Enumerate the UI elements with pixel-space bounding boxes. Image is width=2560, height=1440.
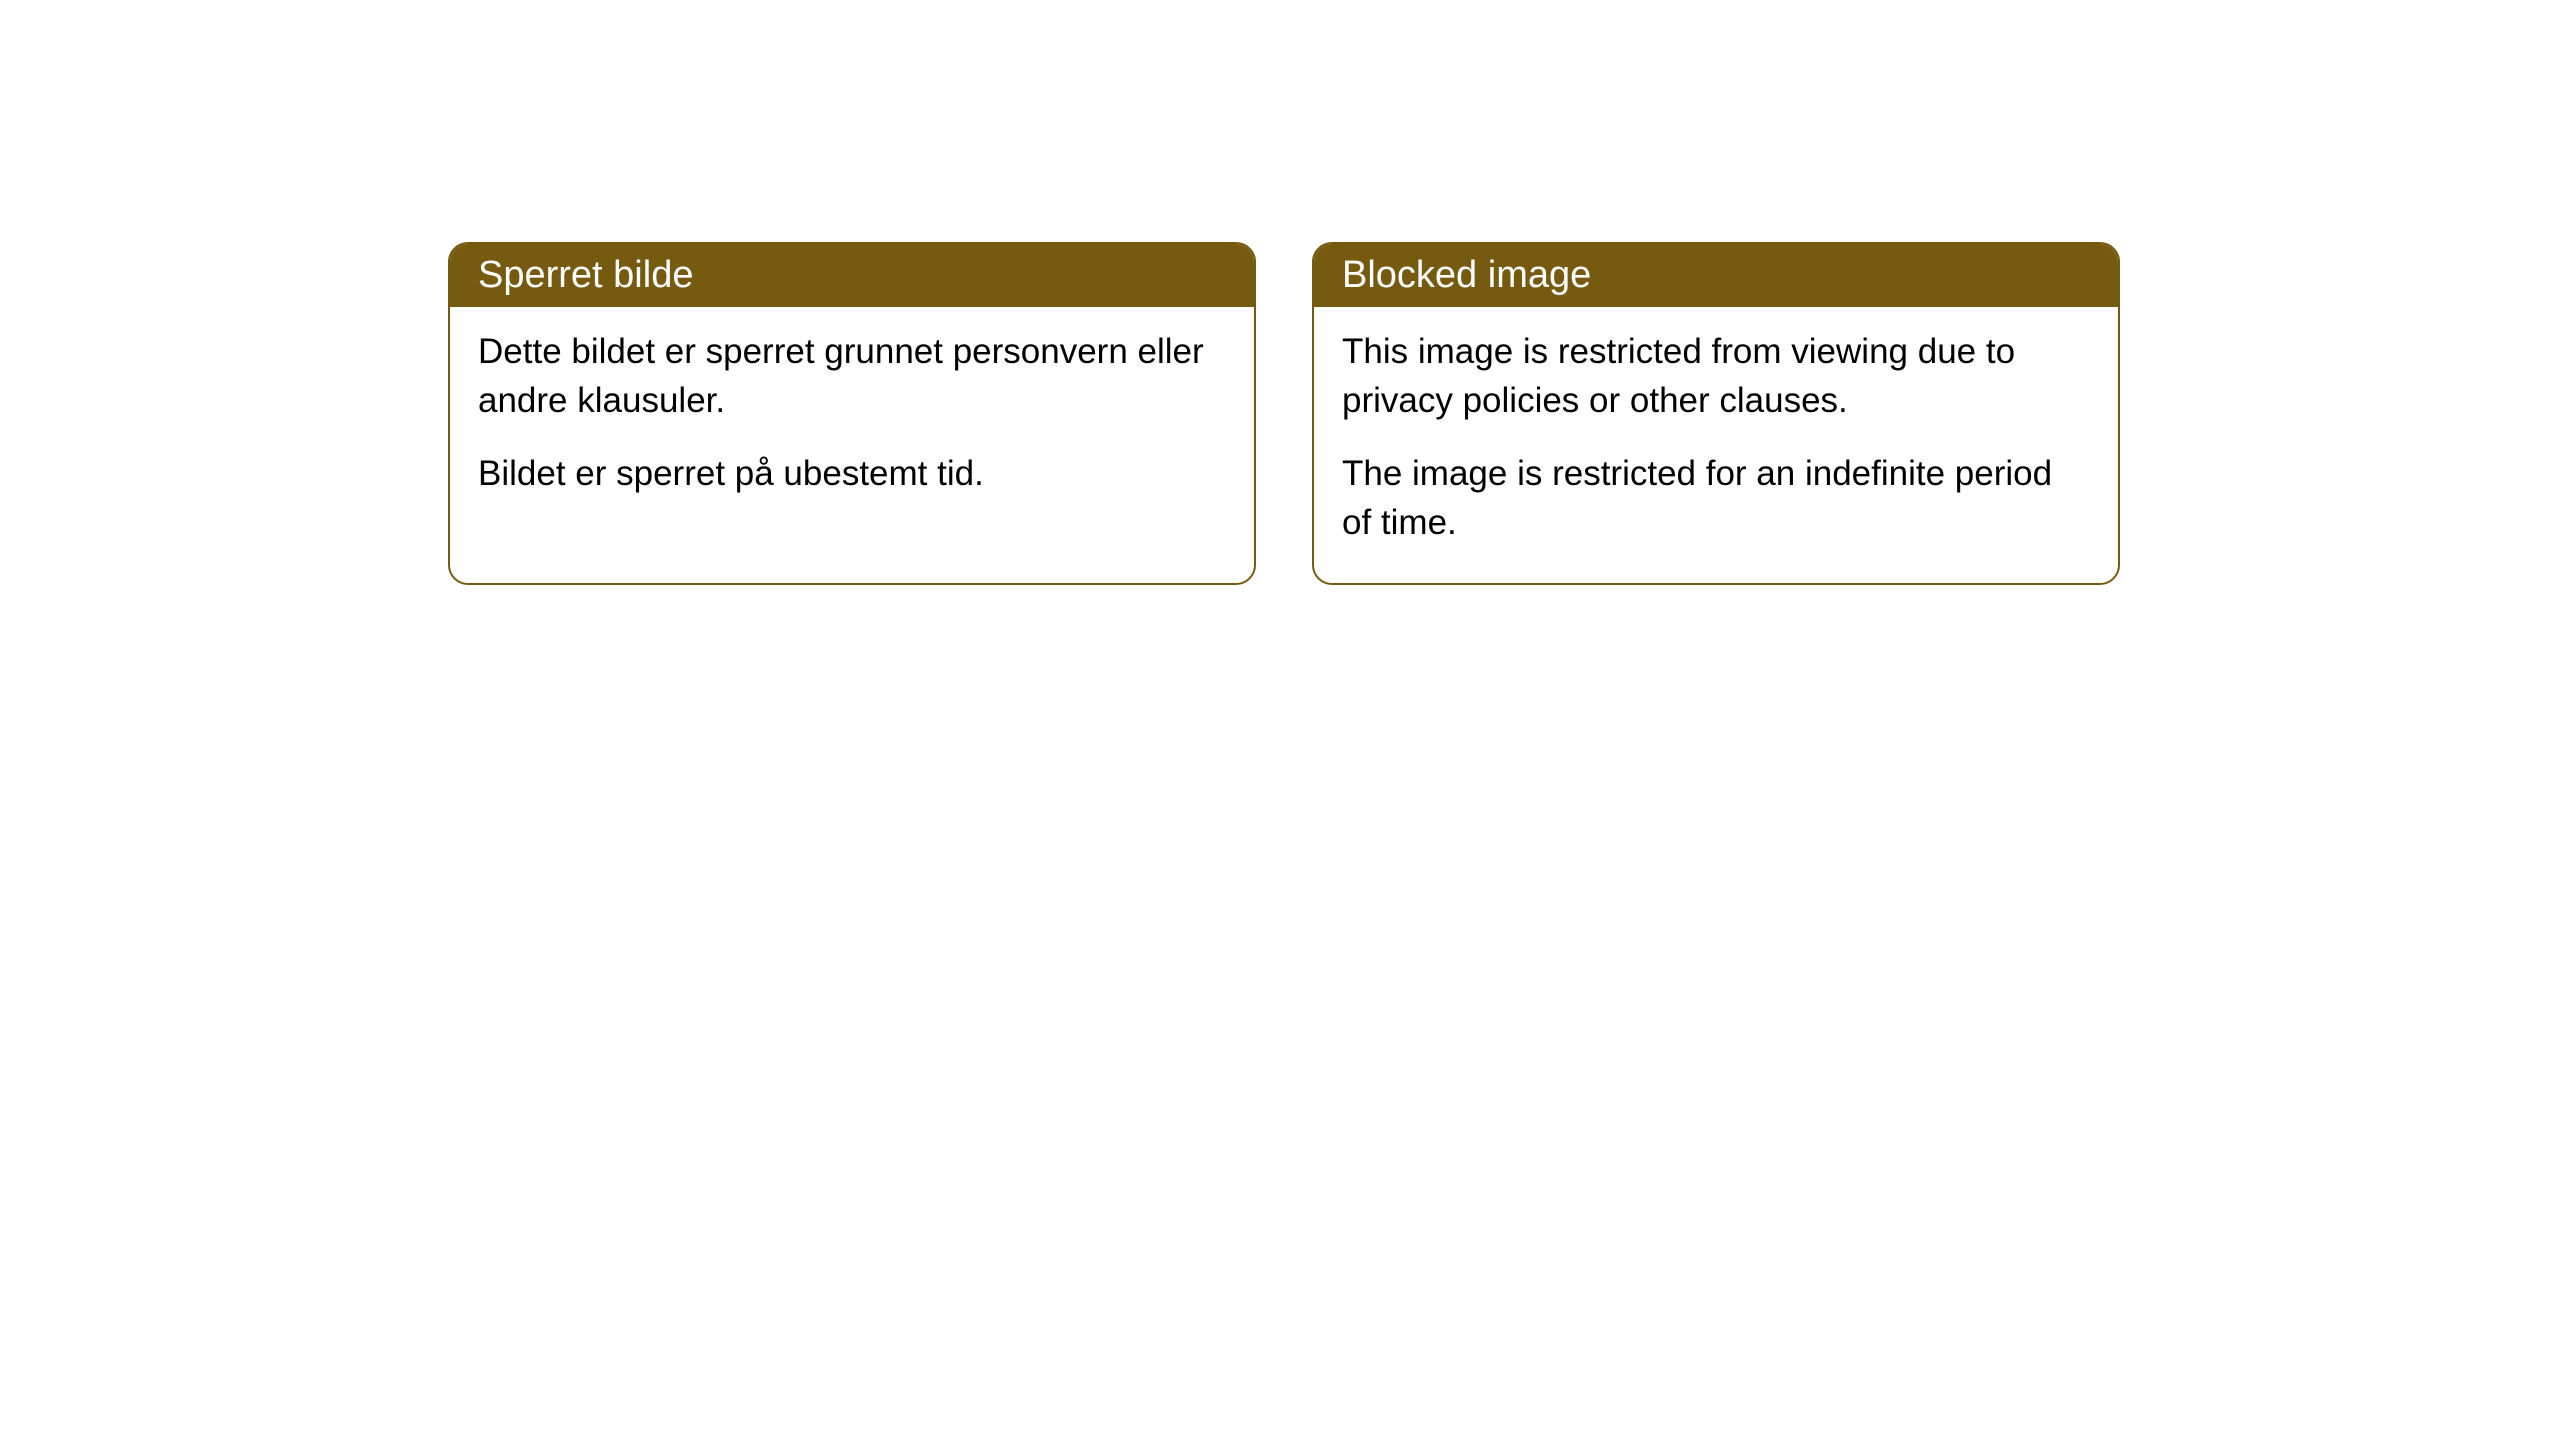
- card-paragraph: The image is restricted for an indefinit…: [1342, 449, 2090, 547]
- card-paragraph: Bildet er sperret på ubestemt tid.: [478, 449, 1226, 498]
- notice-container: Sperret bilde Dette bildet er sperret gr…: [448, 242, 2120, 585]
- card-body: This image is restricted from viewing du…: [1314, 307, 2118, 583]
- notice-card-english: Blocked image This image is restricted f…: [1312, 242, 2120, 585]
- card-header: Blocked image: [1314, 244, 2118, 307]
- card-body: Dette bildet er sperret grunnet personve…: [450, 307, 1254, 534]
- card-title: Sperret bilde: [478, 254, 693, 296]
- card-paragraph: Dette bildet er sperret grunnet personve…: [478, 327, 1226, 425]
- card-header: Sperret bilde: [450, 244, 1254, 307]
- notice-card-norwegian: Sperret bilde Dette bildet er sperret gr…: [448, 242, 1256, 585]
- card-title: Blocked image: [1342, 254, 1591, 296]
- card-paragraph: This image is restricted from viewing du…: [1342, 327, 2090, 425]
